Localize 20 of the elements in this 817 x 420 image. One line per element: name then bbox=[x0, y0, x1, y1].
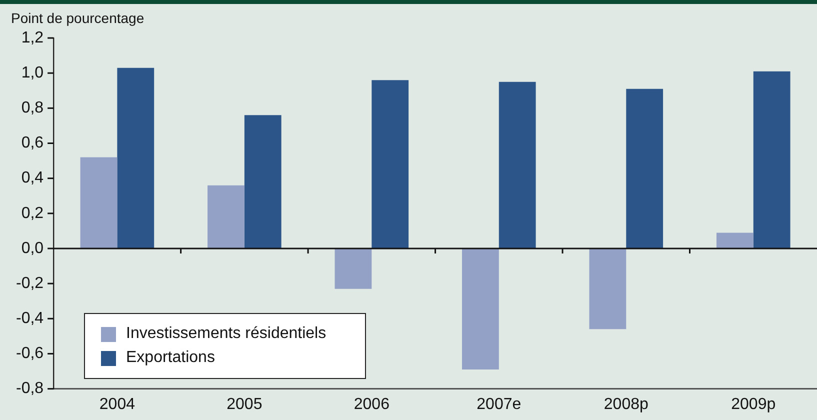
y-tick-label: 1,0 bbox=[21, 64, 44, 82]
y-tick-label: -0,8 bbox=[16, 380, 44, 398]
legend-label: Exportations bbox=[126, 349, 215, 367]
y-tick-label: 0,0 bbox=[21, 240, 44, 257]
y-tick-label: -0,6 bbox=[16, 345, 44, 362]
y-axis-title: Point de pourcentage bbox=[11, 10, 144, 26]
y-tick-label: 0,2 bbox=[21, 204, 44, 222]
x-tick-label: 2005 bbox=[226, 396, 262, 413]
x-tick-label: 2009p bbox=[731, 396, 776, 413]
y-tick-label: 1,2 bbox=[21, 29, 44, 46]
y-tick-label: -0,2 bbox=[16, 274, 44, 292]
x-tick-label: 2007e bbox=[476, 396, 522, 413]
legend-label: Investissements résidentiels bbox=[126, 325, 326, 343]
y-tick-label: 0,4 bbox=[21, 170, 44, 187]
y-tick-label: 0,8 bbox=[21, 100, 44, 117]
x-tick-label: 2006 bbox=[354, 396, 390, 413]
y-tick-label: 0,6 bbox=[21, 134, 44, 152]
x-tick-label: 2004 bbox=[99, 396, 136, 413]
y-tick-label: -0,4 bbox=[16, 310, 44, 328]
x-tick-label: 2008p bbox=[604, 396, 648, 413]
